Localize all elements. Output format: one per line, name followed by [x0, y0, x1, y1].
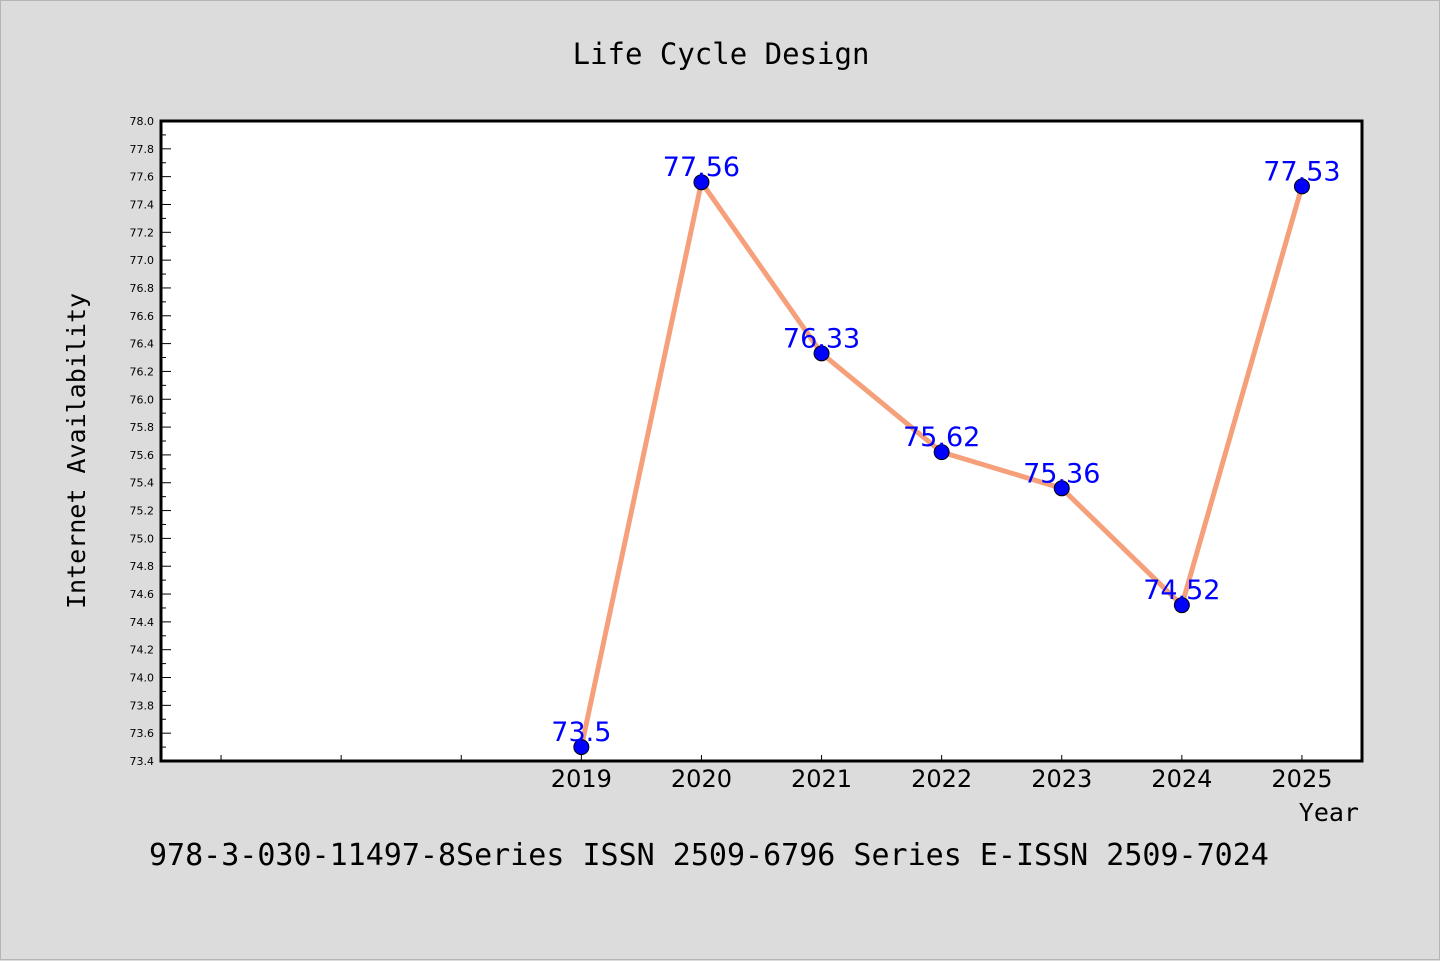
y-tick-label: 73.6 [130, 727, 155, 740]
x-tick-label: 2024 [1151, 765, 1212, 793]
y-tick-label: 76.6 [130, 310, 155, 323]
data-point [1293, 178, 1310, 195]
chart-title: Life Cycle Design [573, 37, 870, 71]
y-tick-label: 77.2 [130, 226, 155, 239]
data-label: 75.62 [903, 422, 980, 453]
x-tick-label: 2022 [911, 765, 972, 793]
x-tick-label: 2025 [1271, 765, 1332, 793]
y-tick-label: 77.6 [130, 171, 155, 184]
y-tick-label: 73.8 [130, 699, 155, 712]
x-tick-label: 2023 [1031, 765, 1092, 793]
y-tick-label: 75.2 [130, 505, 155, 518]
x-tick-label: 2020 [671, 765, 732, 793]
y-tick-label: 74.8 [130, 560, 155, 573]
y-tick-label: 77.0 [130, 254, 155, 267]
data-label: 77.53 [1263, 156, 1340, 187]
data-point [933, 444, 950, 461]
y-tick-label: 76.8 [130, 282, 155, 295]
y-tick-label: 74.0 [130, 672, 155, 685]
x-axis: 2019 2020 2021 2022 2023 2024 2025 [220, 755, 1332, 793]
plot-area [159, 119, 1364, 763]
y-tick-label: 77.8 [130, 143, 155, 156]
y-tick-label: 74.2 [130, 644, 155, 657]
data-label: 76.33 [783, 323, 860, 354]
data-point [693, 174, 710, 191]
x-axis-label: Year [1299, 798, 1359, 827]
y-tick-label: 75.4 [130, 477, 155, 490]
y-tick-label: 74.4 [130, 616, 155, 629]
data-point [573, 739, 590, 756]
data-label: 77.56 [663, 152, 740, 183]
data-point [813, 345, 830, 362]
y-axis: 73.4 73.6 73.8 74.0 74.2 74.4 74.6 74.8 75.0 75.2… [130, 115, 171, 768]
isbn-issn-footer: 978-3-030-11497-8Series ISSN 2509-6796 S… [149, 838, 1269, 873]
y-tick-label: 76.2 [130, 365, 155, 378]
y-tick-label: 75.8 [130, 421, 155, 434]
data-label: 74.52 [1143, 575, 1220, 606]
data-label: 75.36 [1023, 458, 1100, 489]
y-tick-label: 76.4 [130, 338, 155, 351]
y-tick-label: 75.0 [130, 532, 155, 545]
y-tick-label: 78.0 [130, 115, 155, 128]
series-group: 73.5 77.56 76.33 75.62 75.36 74.52 77.53 [551, 152, 1341, 756]
data-point [1173, 597, 1190, 614]
data-label: 73.5 [551, 717, 611, 748]
y-tick-label: 75.6 [130, 449, 155, 462]
y-tick-label: 74.6 [130, 588, 155, 601]
x-tick-label: 2021 [791, 765, 852, 793]
data-point [1053, 480, 1070, 497]
y-axis-label: Internet Availability [62, 293, 91, 609]
y-tick-label: 73.4 [130, 755, 155, 768]
x-tick-label: 2019 [551, 765, 612, 793]
y-tick-label: 76.0 [130, 393, 155, 406]
y-tick-label: 77.4 [130, 198, 155, 211]
